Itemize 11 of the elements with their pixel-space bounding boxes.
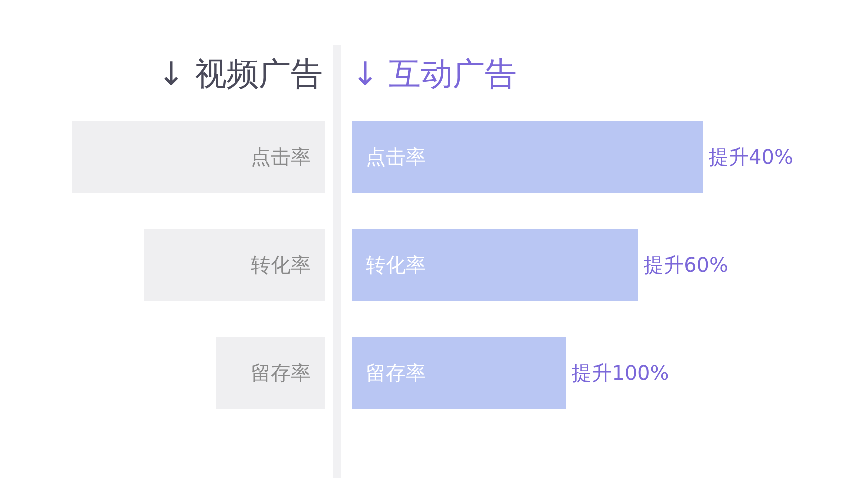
annotation: 提升100% [572, 361, 670, 385]
y-tick-label: 转化率 [366, 253, 426, 277]
y-tick-label: 点击率 [251, 145, 311, 169]
annotation: 提升60% [644, 253, 729, 277]
y-tick-label: 转化率 [251, 253, 311, 277]
annotation: 提升40% [709, 145, 794, 169]
y-tick-label: 留存率 [251, 361, 311, 385]
y-tick-label: 点击率 [366, 145, 426, 169]
chart-title: ↓ 视频广告 [158, 55, 323, 93]
chart-title: ↓ 互动广告 [352, 55, 517, 93]
y-tick-label: 留存率 [366, 361, 426, 385]
